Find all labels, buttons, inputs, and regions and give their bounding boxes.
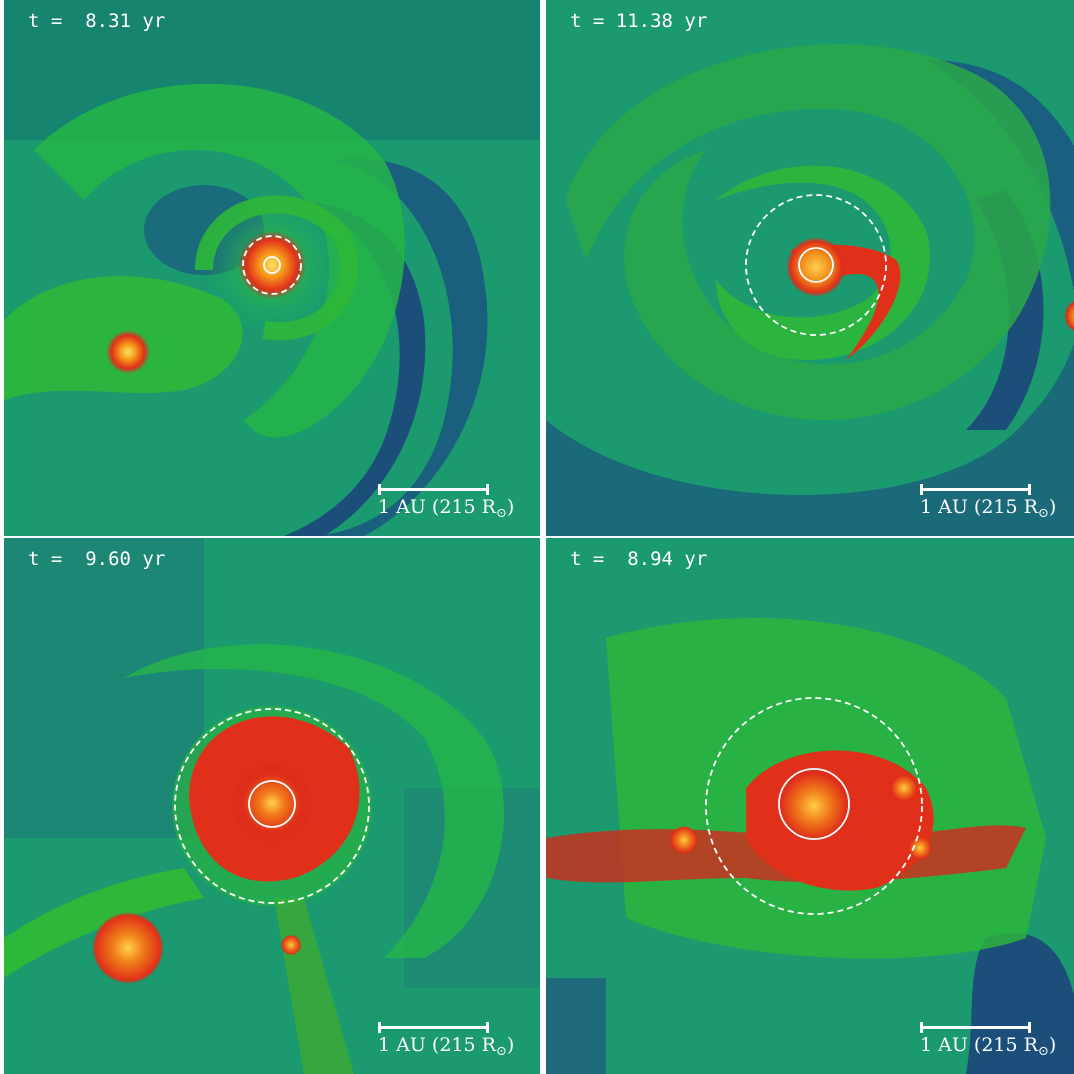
panel-bottom-right: t = 8.94 yr 1 AU (215 R⊙) [546, 538, 1074, 1074]
panel-bottom-left: t = 9.60 yr 1 AU (215 R⊙) [4, 538, 540, 1074]
panel-top-right: t = 11.38 yr 1 AU (215 R⊙) [546, 0, 1074, 536]
scale-label: 1 AU (215 R⊙) [920, 496, 1057, 521]
star-radius-circle [248, 780, 296, 828]
scale-bar [378, 1022, 490, 1033]
star-radius-circle [798, 247, 834, 283]
panel-top-left: t = 8.31 yr 1 AU (215 R⊙) [4, 0, 540, 536]
scale-bar [378, 484, 490, 495]
time-label: t = 8.94 yr [570, 548, 708, 570]
star-radius-circle [778, 768, 850, 840]
density-map-bottom-right [546, 538, 1074, 1074]
scale-label: 1 AU (215 R⊙) [378, 496, 515, 521]
density-map-top-left [4, 0, 540, 536]
time-label: t = 8.31 yr [28, 10, 166, 32]
scale-bar [920, 484, 1032, 495]
time-label: t = 11.38 yr [570, 10, 708, 32]
density-map-top-right [546, 0, 1074, 536]
roche-radius-circle [174, 708, 370, 904]
density-map-bottom-left [4, 538, 540, 1074]
scale-label: 1 AU (215 R⊙) [378, 1034, 515, 1059]
roche-radius-circle [745, 194, 887, 336]
roche-radius-circle [242, 235, 302, 295]
time-label: t = 9.60 yr [28, 548, 166, 570]
scale-label: 1 AU (215 R⊙) [920, 1034, 1057, 1059]
roche-radius-circle [705, 697, 923, 915]
star-radius-circle [263, 256, 281, 274]
scale-bar [920, 1022, 1032, 1033]
